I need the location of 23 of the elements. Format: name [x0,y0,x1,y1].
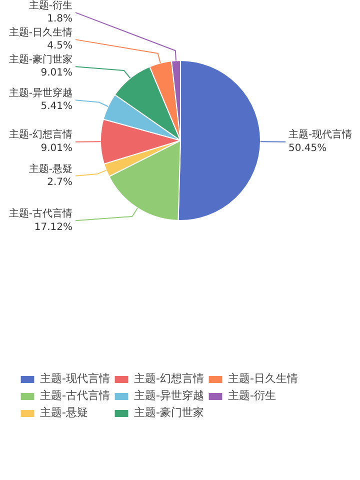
legend-label: 主题-豪门世家 [134,405,204,420]
slice-label: 主题-日久生情 [8,26,72,38]
legend-label: 主题-日久生情 [228,371,298,386]
data-label: 9.01% [40,68,73,79]
slice-label: 主题-幻想言情 [8,128,72,141]
data-label: 4.5% [47,40,72,52]
data-label: 9.01% [40,142,73,154]
legend-label: 主题-悬疑 [40,405,88,420]
data-label: 17.12% [34,222,73,233]
data-label: 1.8% [47,14,72,25]
data-label: 2.7% [47,177,72,188]
legend-label: 主题-古代言情 [40,388,110,403]
slice-label: 主题-现代言情 [288,128,352,141]
legend-label: 主题-异世穿越 [134,388,204,403]
data-label: 50.45% [288,142,327,154]
legend-label: 主题-幻想言情 [134,371,204,386]
slice-label: 主题-异世穿越 [8,87,72,100]
legend-label: 主题-衍生 [228,388,276,403]
slice-label: 主题-悬疑 [28,162,72,175]
legend-label: 主题-现代言情 [40,371,110,386]
slice-label: 主题-古代言情 [8,208,72,220]
slice-label: 主题-豪门世家 [8,53,72,66]
data-label: 5.41% [40,101,73,112]
